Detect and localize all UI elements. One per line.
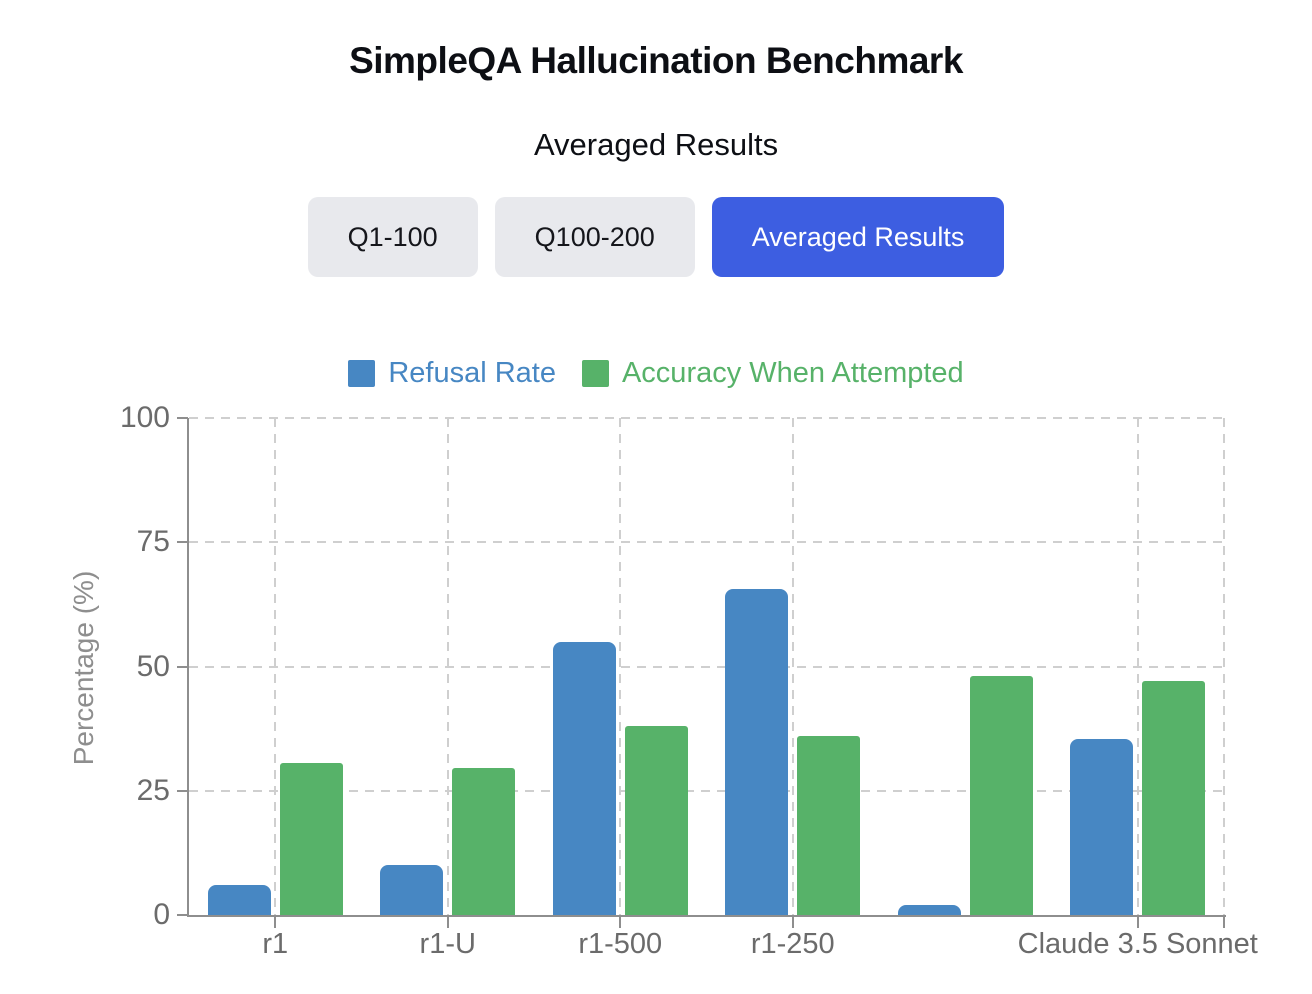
y-axis-tick-50 bbox=[177, 665, 188, 668]
y-axis-tick-0 bbox=[177, 914, 188, 916]
bar-accuracy-when-attempted-r1 bbox=[279, 763, 343, 915]
x-axis-label-r1-250: r1-250 bbox=[750, 928, 835, 960]
legend-item-refusal-rate[interactable]: Refusal Rate bbox=[348, 357, 556, 390]
y-axis-tick-100 bbox=[177, 417, 188, 419]
bar-refusal-rate-group-5 bbox=[897, 905, 961, 915]
view-tabs: Q1-100 Q100-200 Averaged Results bbox=[0, 197, 1312, 277]
gridline-horizontal-100 bbox=[189, 417, 1224, 419]
x-axis-tick-claude-3-5-sonnet bbox=[1136, 917, 1139, 928]
gridline-vertical-r1-500 bbox=[619, 418, 622, 915]
tab-averaged-results[interactable]: Averaged Results bbox=[711, 197, 1005, 277]
y-axis-tick-label-25: 25 bbox=[136, 773, 170, 807]
page-title: SimpleQA Hallucination Benchmark bbox=[349, 40, 963, 81]
x-axis-tick-r1 bbox=[274, 917, 277, 928]
gridline-vertical-claude-3-5-sonnet bbox=[1136, 418, 1139, 915]
x-axis-tick-r1-u bbox=[446, 917, 449, 928]
page-subtitle: Averaged Results bbox=[533, 127, 779, 162]
legend-label-refusal-rate: Refusal Rate bbox=[388, 357, 556, 389]
bar-accuracy-when-attempted-claude-3-5-sonnet bbox=[1142, 681, 1206, 915]
y-axis-tick-label-0: 0 bbox=[153, 898, 170, 931]
gridline-vertical-r1-250 bbox=[791, 418, 794, 915]
accuracy-swatch-icon bbox=[581, 360, 609, 387]
bar-accuracy-when-attempted-r1-250 bbox=[797, 736, 861, 915]
gridline-horizontal-50 bbox=[189, 665, 1224, 668]
y-axis-tick-label-75: 75 bbox=[136, 525, 170, 559]
x-axis-tick-right-edge bbox=[1223, 917, 1225, 928]
bar-accuracy-when-attempted-r1-500 bbox=[624, 726, 688, 915]
bar-refusal-rate-r1-500 bbox=[552, 641, 616, 915]
legend-label-accuracy: Accuracy When Attempted bbox=[621, 357, 964, 389]
bar-refusal-rate-r1 bbox=[207, 885, 271, 915]
plot-area bbox=[189, 417, 1225, 915]
x-axis-line bbox=[187, 915, 1226, 917]
x-axis-tick-r1-250 bbox=[791, 917, 794, 928]
bar-refusal-rate-r1-250 bbox=[725, 589, 789, 915]
gridline-vertical-r1 bbox=[274, 418, 277, 915]
x-axis-label-r1: r1 bbox=[262, 928, 289, 960]
legend-item-accuracy-when-attempted[interactable]: Accuracy When Attempted bbox=[581, 357, 964, 390]
gridline-horizontal-25 bbox=[189, 789, 1224, 792]
x-axis-tick-r1-500 bbox=[619, 917, 622, 928]
x-axis-label-claude-3-5-sonnet: Claude 3.5 Sonnet bbox=[1017, 928, 1258, 960]
refusal-rate-swatch-icon bbox=[348, 360, 376, 387]
gridline-horizontal-75 bbox=[189, 541, 1224, 544]
tab-q1-100[interactable]: Q1-100 bbox=[307, 197, 478, 277]
bar-accuracy-when-attempted-group-5 bbox=[969, 676, 1033, 915]
y-axis-tick-75 bbox=[177, 541, 188, 544]
y-axis-tick-label-50: 50 bbox=[136, 649, 170, 683]
bar-refusal-rate-r1-u bbox=[380, 865, 444, 915]
y-axis-tick-label-100: 100 bbox=[119, 401, 170, 434]
gridline-vertical-r1-u bbox=[446, 418, 449, 915]
y-axis-line bbox=[187, 418, 189, 917]
x-axis-label-r1-u: r1-U bbox=[419, 928, 476, 960]
gridline-vertical-right-edge bbox=[1223, 418, 1225, 915]
tab-q100-200[interactable]: Q100-200 bbox=[494, 197, 695, 277]
y-axis-tick-25 bbox=[177, 789, 188, 792]
bar-accuracy-when-attempted-r1-u bbox=[452, 768, 516, 915]
bar-refusal-rate-claude-3-5-sonnet bbox=[1070, 738, 1134, 915]
chart-legend: Refusal Rate Accuracy When Attempted bbox=[0, 357, 1312, 390]
x-axis-label-r1-500: r1-500 bbox=[578, 928, 663, 960]
